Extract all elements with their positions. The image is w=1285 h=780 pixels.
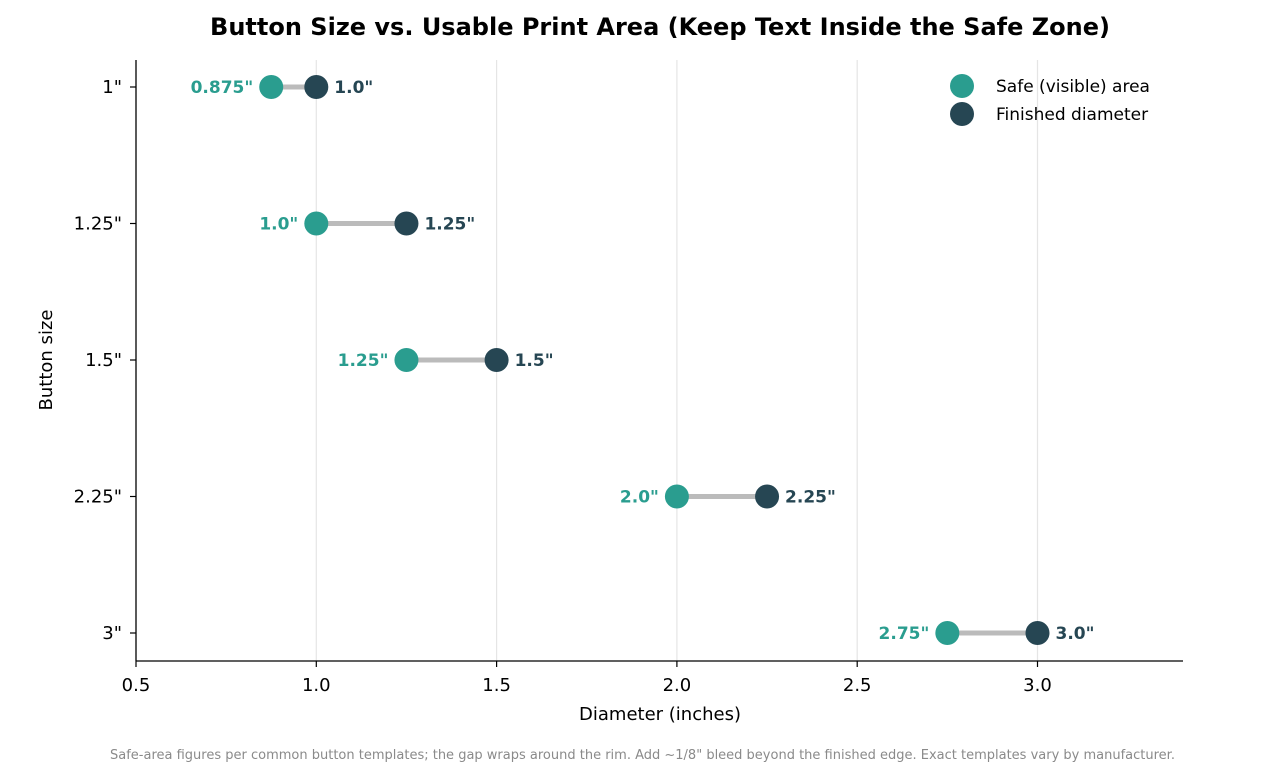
y-tick-label: 3" [102,623,122,644]
legend-label: Safe (visible) area [996,77,1150,97]
data-points [259,75,1050,645]
safe-area-label: 1.25" [338,351,389,371]
safe-area-point [394,348,419,372]
x-tick-label: 1.5 [482,675,511,696]
finished-diameter-label: 1.25" [424,215,475,235]
finished-diameter-point [755,484,780,509]
x-tick-label: 0.5 [122,675,151,696]
finished-diameter-label: 2.25" [785,488,836,508]
footnote-caption: Safe-area figures per common button temp… [110,748,1175,763]
x-tick-label: 2.5 [843,675,872,696]
finished-diameter-point [394,211,419,236]
finished-diameter-point [304,75,329,99]
grid-lines [315,60,1039,661]
safe-area-label: 0.875" [191,78,254,98]
safe-area-label: 1.0" [259,215,298,235]
y-tick-label: 2.25" [74,487,122,508]
finished-diameter-point [484,348,509,372]
safe-area-point [304,211,329,236]
legend: Safe (visible) area Finished diameter [950,74,1150,126]
safe-area-label: 2.75" [879,624,930,644]
finished-diameter-label: 1.5" [515,351,554,371]
data-labels: 0.875" 1.0" 1.0" 1.25" 1.25" 1.5" 2.0" 2.25" 2.7… [191,78,1095,644]
y-ticks: 1" 1.25" 1.5" 2.25" 3" [74,77,136,644]
y-tick-label: 1.5" [85,350,122,371]
finished-diameter-point [1025,621,1050,645]
legend-marker [950,102,974,126]
safe-area-label: 2.0" [620,488,659,508]
x-axis-label: Diameter (inches) [579,704,741,725]
finished-diameter-label: 3.0" [1056,624,1095,644]
x-tick-label: 1.0 [302,675,331,696]
x-ticks: 0.5 1.0 1.5 2.0 2.5 3.0 [122,661,1052,696]
legend-label: Finished diameter [996,105,1148,125]
safe-area-point [935,621,960,645]
y-axis-label: Button size [36,310,57,411]
x-tick-label: 2.0 [663,675,692,696]
legend-marker [950,74,974,98]
chart-title: Button Size vs. Usable Print Area (Keep … [210,13,1110,41]
y-tick-label: 1.25" [74,214,122,235]
safe-area-point [664,484,689,509]
x-tick-label: 3.0 [1023,675,1052,696]
safe-area-point [259,75,284,99]
finished-diameter-label: 1.0" [334,78,373,98]
y-tick-label: 1" [102,77,122,98]
